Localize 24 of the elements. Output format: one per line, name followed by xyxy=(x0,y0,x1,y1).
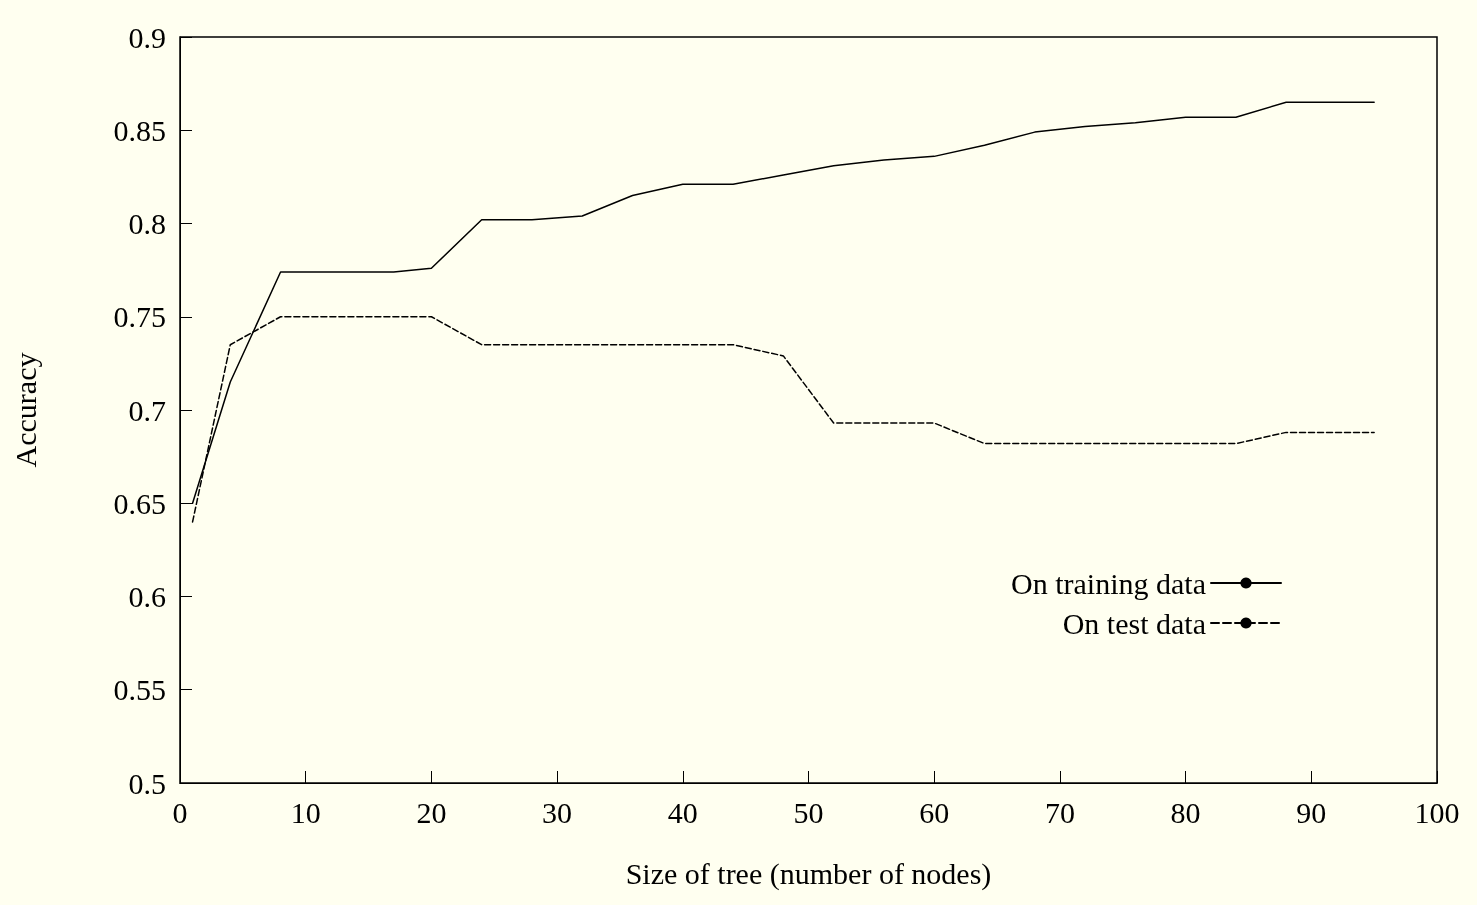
y-tick-label: 0.9 xyxy=(128,20,166,54)
y-tick-label: 0.6 xyxy=(128,580,166,613)
y-tick-label: 0.8 xyxy=(128,207,166,240)
x-tick-label: 90 xyxy=(1296,795,1327,829)
x-tick-label: 20 xyxy=(416,795,447,829)
x-tick-label: 60 xyxy=(919,795,950,829)
x-tick-label: 50 xyxy=(793,795,824,829)
x-tick-label: 70 xyxy=(1044,795,1075,829)
y-tick-label: 0.85 xyxy=(113,113,166,147)
x-tick-label: 10 xyxy=(290,795,321,829)
y-tick-label: 0.75 xyxy=(113,300,166,334)
y-tick-label: 0.55 xyxy=(113,673,166,707)
y-tick-label: 0.65 xyxy=(113,486,166,520)
x-tick-label: 100 xyxy=(1414,795,1460,829)
x-tick-label: 0 xyxy=(172,795,188,829)
y-axis-title: Accuracy xyxy=(8,352,42,468)
x-tick-label: 40 xyxy=(667,795,698,829)
y-tick-label: 0.5 xyxy=(128,766,166,800)
y-tick-label: 0.7 xyxy=(128,393,166,427)
x-tick-label: 80 xyxy=(1170,795,1201,829)
legend-label: On training data xyxy=(1011,566,1206,600)
legend-label: On test data xyxy=(1062,606,1206,640)
x-axis-title: Size of tree (number of nodes) xyxy=(625,856,992,891)
x-tick-label: 30 xyxy=(542,795,573,829)
